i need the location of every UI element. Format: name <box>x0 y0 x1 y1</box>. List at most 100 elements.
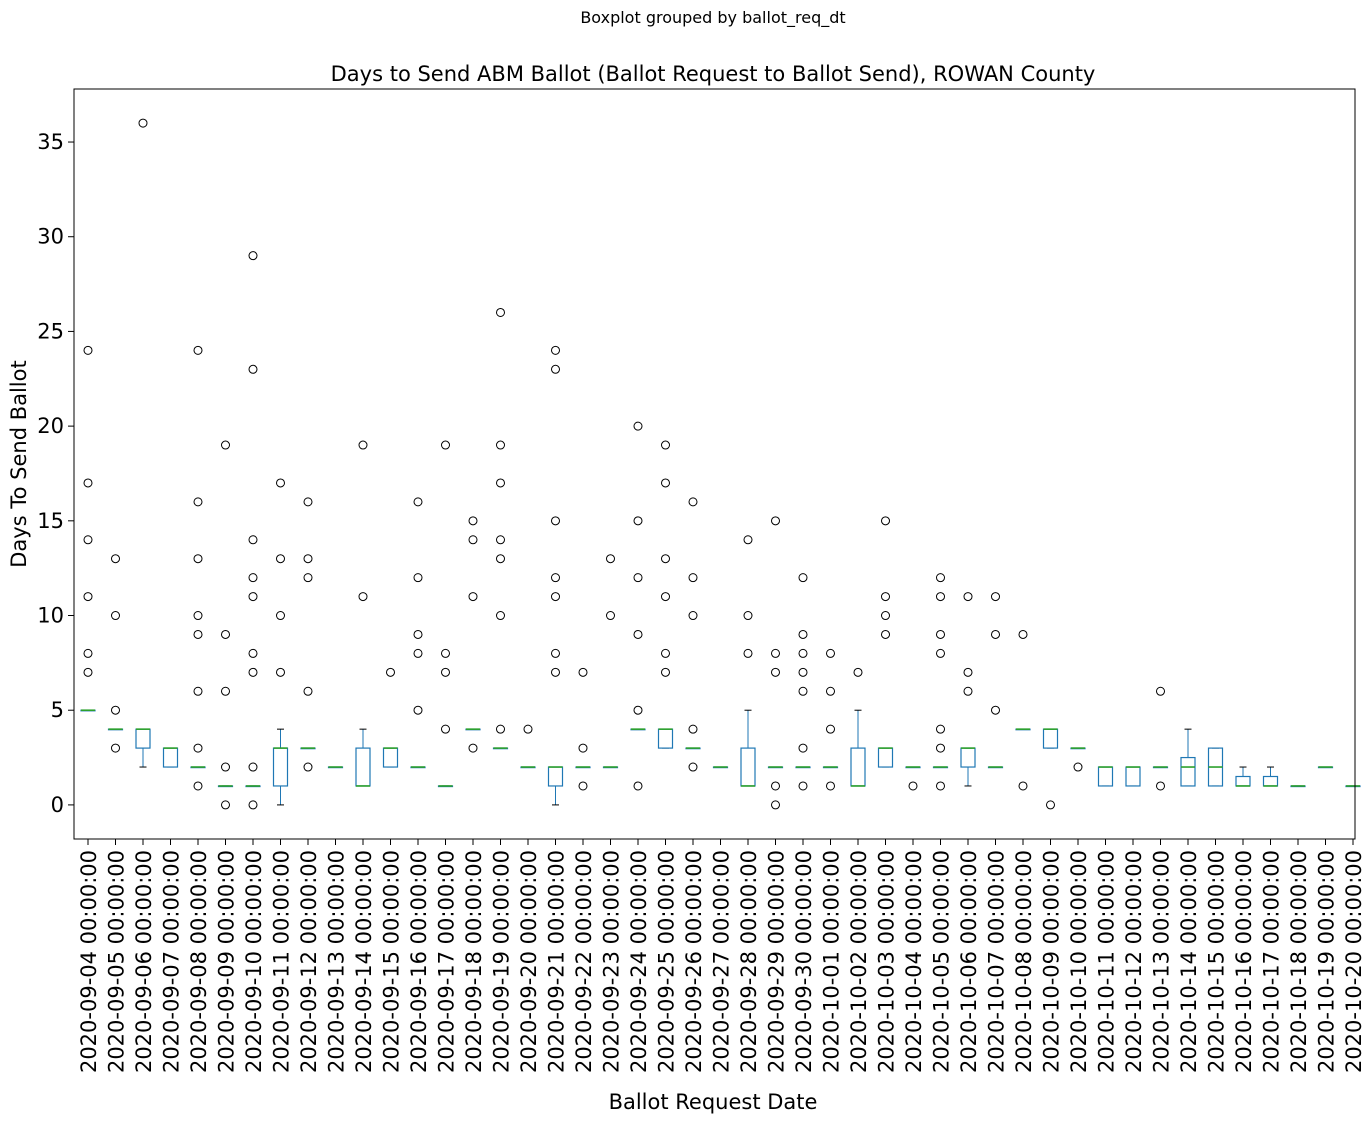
flier-point <box>633 781 643 791</box>
flier-point <box>221 800 230 810</box>
x-tick-label: 2020-10-13 00:00:00 <box>1150 850 1174 1073</box>
box-group-2020-09-06 <box>135 118 151 768</box>
box-group-2020-10-01 <box>822 648 839 791</box>
flier-point <box>1046 800 1055 810</box>
flier-point <box>798 781 808 791</box>
flier-point <box>221 686 230 696</box>
box-group-2020-10-11 <box>1097 766 1114 787</box>
flier-point <box>936 743 945 753</box>
flier-point <box>633 421 643 431</box>
flier-point <box>1018 629 1028 639</box>
box-group-2020-10-18 <box>1290 785 1306 788</box>
flier-point <box>991 592 1000 602</box>
flier-point <box>661 554 670 564</box>
flier-point <box>881 592 890 602</box>
flier-point <box>386 667 395 677</box>
flier-point <box>661 478 670 488</box>
flier-point <box>771 781 780 791</box>
flier-point <box>83 535 93 545</box>
box <box>1125 766 1141 787</box>
flier-point <box>1156 686 1165 696</box>
box-group-2020-09-16 <box>410 497 426 769</box>
x-tick-label: 2020-10-20 00:00:00 <box>1342 850 1363 1073</box>
flier-point <box>633 516 643 526</box>
box-group-2020-09-14 <box>355 440 371 787</box>
box-group-2020-09-20 <box>520 724 536 769</box>
flier-point <box>413 573 423 583</box>
x-tick-label: 2020-10-01 00:00:00 <box>820 850 844 1073</box>
flier-point <box>276 478 285 488</box>
box-group-2020-09-18 <box>465 516 481 753</box>
box-group-2020-09-13 <box>327 766 344 769</box>
y-tick-label: 35 <box>37 130 64 154</box>
box <box>1262 775 1279 787</box>
flier-point <box>743 611 753 621</box>
box <box>382 747 399 768</box>
flier-point <box>661 667 670 677</box>
flier-point <box>248 762 258 772</box>
x-tick-label: 2020-09-05 00:00:00 <box>105 850 129 1073</box>
x-tick-label: 2020-10-07 00:00:00 <box>985 850 1009 1073</box>
x-tick-label: 2020-09-19 00:00:00 <box>490 850 514 1073</box>
x-tick-label: 2020-09-06 00:00:00 <box>132 850 156 1073</box>
box-group-2020-09-04 <box>80 345 96 712</box>
flier-point <box>963 592 973 602</box>
flier-point <box>881 516 890 526</box>
x-tick-label: 2020-09-13 00:00:00 <box>325 850 349 1073</box>
flier-point <box>248 800 258 810</box>
flier-point <box>496 535 505 545</box>
flier-point <box>798 573 808 583</box>
x-tick-label: 2020-09-30 00:00:00 <box>792 850 816 1073</box>
flier-point <box>578 667 588 677</box>
flier-point <box>688 724 698 734</box>
box-group-2020-10-08 <box>1015 629 1031 791</box>
flier-point <box>111 743 120 753</box>
x-tick-label: 2020-10-02 00:00:00 <box>847 850 871 1073</box>
flier-point <box>688 762 698 772</box>
flier-point <box>496 440 505 450</box>
box-group-2020-10-13 <box>1152 686 1169 791</box>
box <box>1042 728 1059 749</box>
x-tick-label: 2020-09-08 00:00:00 <box>187 850 211 1073</box>
chart-title: Days to Send ABM Ballot (Ballot Request … <box>331 62 1096 86</box>
axes-frame <box>73 88 1356 840</box>
x-tick-label: 2020-09-17 00:00:00 <box>435 850 459 1073</box>
flier-point <box>193 629 203 639</box>
flier-point <box>303 554 313 564</box>
flier-point <box>963 686 973 696</box>
x-axis-label: Ballot Request Date <box>609 1090 818 1114</box>
box-group-2020-09-23 <box>602 554 619 769</box>
y-tick-label: 25 <box>37 319 64 343</box>
box-group-2020-09-21 <box>547 345 564 806</box>
flier-point <box>798 686 808 696</box>
box-group-2020-10-14 <box>1180 728 1196 787</box>
x-tick-label: 2020-10-19 00:00:00 <box>1315 850 1339 1073</box>
flier-point <box>468 592 478 602</box>
x-tick-label: 2020-09-15 00:00:00 <box>380 850 404 1073</box>
flier-point <box>248 648 258 658</box>
flier-point <box>221 629 230 639</box>
flier-point <box>221 440 230 450</box>
box-group-2020-09-15 <box>382 667 399 768</box>
box-group-2020-10-09 <box>1042 728 1059 810</box>
box <box>877 747 894 768</box>
flier-point <box>413 705 423 715</box>
flier-point <box>83 345 93 355</box>
box <box>1180 756 1196 787</box>
box <box>272 747 289 787</box>
flier-point <box>248 535 258 545</box>
box-group-2020-09-10 <box>245 251 261 810</box>
flier-point <box>798 743 808 753</box>
flier-point <box>633 573 643 583</box>
flier-point <box>468 535 478 545</box>
box-group-2020-09-28 <box>740 535 756 787</box>
chart-suptitle: Boxplot grouped by ballot_req_dt <box>580 8 845 28</box>
flier-point <box>743 535 753 545</box>
flier-point <box>111 611 120 621</box>
flier-point <box>661 592 670 602</box>
flier-point <box>303 762 313 772</box>
flier-point <box>606 554 615 564</box>
flier-point <box>358 592 368 602</box>
flier-point <box>83 592 93 602</box>
plot-area <box>80 118 1361 810</box>
